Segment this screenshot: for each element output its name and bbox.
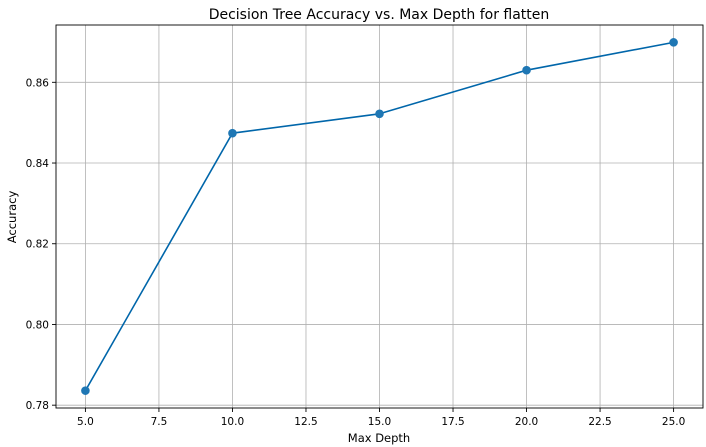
data-point — [375, 109, 384, 119]
y-tick-label: 0.78 — [26, 400, 49, 412]
data-point — [522, 65, 531, 75]
y-tick-label: 0.80 — [26, 319, 49, 331]
y-axis-label: Accuracy — [5, 191, 19, 244]
x-tick-label: 22.5 — [588, 416, 611, 428]
x-tick-label: 17.5 — [441, 416, 464, 428]
x-axis-label: Max Depth — [348, 431, 410, 445]
data-point — [81, 386, 90, 395]
x-tick-label: 10.0 — [221, 416, 244, 428]
data-point — [228, 128, 237, 138]
y-axis-ticks: 0.78 0.80 0.82 0.84 0.86 — [26, 77, 56, 412]
chart-title: Decision Tree Accuracy vs. Max Depth for… — [209, 7, 550, 23]
y-tick-label: 0.82 — [26, 239, 49, 251]
x-tick-label: 7.5 — [151, 416, 168, 428]
x-tick-label: 12.5 — [294, 416, 317, 428]
y-tick-label: 0.84 — [26, 158, 50, 170]
data-point — [669, 38, 678, 47]
x-tick-label: 20.0 — [515, 416, 538, 428]
x-tick-label: 15.0 — [368, 416, 391, 428]
grid — [56, 25, 703, 408]
x-tick-label: 25.0 — [662, 416, 685, 428]
x-tick-label: 5.0 — [77, 416, 94, 428]
series — [81, 38, 678, 395]
x-axis-ticks: 5.0 7.5 10.0 12.5 15.0 17.5 20.0 22.5 25.0 — [77, 408, 685, 428]
y-tick-label: 0.86 — [26, 77, 50, 89]
